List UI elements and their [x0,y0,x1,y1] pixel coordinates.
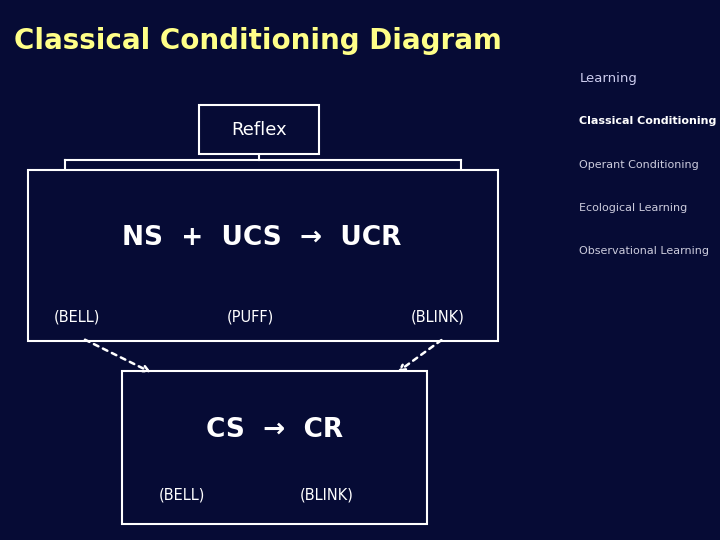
Text: Classical Conditioning: Classical Conditioning [580,117,716,126]
Text: Observational Learning: Observational Learning [580,246,709,256]
Text: Classical Conditioning Diagram: Classical Conditioning Diagram [14,28,502,55]
FancyBboxPatch shape [199,105,318,154]
Text: NS  +  UCS  →  UCR: NS + UCS → UCR [122,225,401,251]
Text: (BELL): (BELL) [53,310,100,325]
Text: Operant Conditioning: Operant Conditioning [580,160,699,170]
Text: Reflex: Reflex [231,121,287,139]
Text: (PUFF): (PUFF) [227,310,274,325]
Text: Learning: Learning [580,72,637,85]
Text: Ecological Learning: Ecological Learning [580,203,688,213]
Text: CS  →  CR: CS → CR [206,417,343,443]
Text: (BLINK): (BLINK) [300,488,354,503]
FancyBboxPatch shape [29,170,498,341]
Text: (BLINK): (BLINK) [411,310,465,325]
FancyBboxPatch shape [122,372,426,524]
Text: (BELL): (BELL) [159,488,205,503]
